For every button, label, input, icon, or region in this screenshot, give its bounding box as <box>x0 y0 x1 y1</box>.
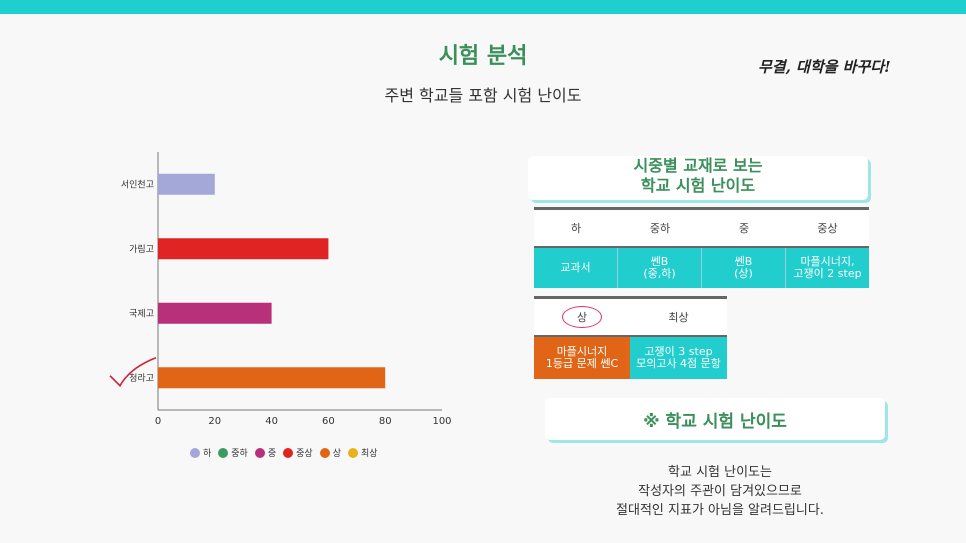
table-1-header-cell: 중상 <box>786 210 869 248</box>
table-1-header-cell: 중 <box>702 210 786 248</box>
legend-label: 중상 <box>296 449 313 459</box>
cell-text: 모의고사 4점 문항 <box>636 357 721 370</box>
table-1-header-cell: 하 <box>534 210 618 248</box>
category-label: 국제고 <box>129 308 154 319</box>
legend-swatch <box>283 447 294 458</box>
cell-text: 고쟁이 2 step <box>793 267 862 280</box>
x-tick-label: 20 <box>208 416 221 427</box>
legend-item: 중 <box>254 446 277 459</box>
cell-text: 교과서 <box>560 261 591 274</box>
category-label: 가림고 <box>129 243 154 255</box>
brand-text: 무결, 대학을 바꾸다! <box>758 58 891 76</box>
difficulty-table-1: 하 중하 중 중상 교과서 쎈B (중,하) 쎈B (상) 마플시너지, 고쟁이… <box>534 207 869 288</box>
legend-item: 상 <box>319 446 341 459</box>
note-text: 학교 시험 난이도는 작성자의 주관이 담겨있으므로 절대적인 지표가 아님을 … <box>570 463 870 520</box>
cell-text: 고쟁이 3 step <box>644 345 713 358</box>
table-2-header-cell: 상 <box>534 299 630 337</box>
legend-item: 최상 <box>347 446 378 459</box>
page-title: 시험 분석 <box>438 44 528 69</box>
cell-text: (상) <box>734 267 753 280</box>
cell-text: (중,하) <box>643 267 676 280</box>
legend-label: 중 <box>267 449 277 459</box>
legend-item: 중상 <box>283 446 313 459</box>
cell-text: 마플시너지, <box>800 255 855 268</box>
cell-text: 쎈B <box>734 255 753 268</box>
table-2-header-row: 상 최상 <box>534 299 727 337</box>
x-tick-label: 0 <box>155 416 161 427</box>
cell-text: 마플시너지 <box>556 345 608 358</box>
bar <box>158 367 386 389</box>
legend-label: 상 <box>332 449 341 459</box>
table-1-header-row: 하 중하 중 중상 <box>534 210 869 248</box>
legend-item: 하 <box>190 446 211 459</box>
category-label: 서인천고 <box>121 179 154 190</box>
cell-text: 쎈B <box>650 255 669 268</box>
x-tick-label: 40 <box>265 416 278 427</box>
x-tick-label: 80 <box>379 416 392 427</box>
category-label: 청라고 <box>129 373 154 384</box>
circled-header-text: 상 <box>561 306 603 328</box>
legend-swatch <box>347 447 358 458</box>
legend-swatch <box>254 447 265 458</box>
page-subtitle: 주변 학교들 포함 시험 난이도 <box>384 86 582 105</box>
cell-text: 1등급 문제 쎈C <box>545 357 619 370</box>
panel-title-line1: 시중별 교재로 보는 <box>633 156 763 175</box>
table-2-cell: 고쟁이 3 step 모의고사 4점 문항 <box>630 337 727 379</box>
top-accent-bar <box>0 0 966 14</box>
table-1-cell: 쎈B (중,하) <box>618 248 702 288</box>
bar <box>158 173 215 195</box>
table-1-header-cell: 중하 <box>618 210 702 248</box>
table-2-data-row: 마플시너지 1등급 문제 쎈C 고쟁이 3 step 모의고사 4점 문항 <box>534 337 727 379</box>
legend-swatch <box>319 447 330 458</box>
brand-logo: 무결, 대학을 바꾸다! <box>758 58 891 76</box>
legend-label: 중하 <box>231 449 248 459</box>
check-mark-icon <box>109 357 157 388</box>
x-tick-label: 60 <box>322 416 335 427</box>
table-2-cell: 마플시너지 1등급 문제 쎈C <box>534 337 630 379</box>
legend-item: 중하 <box>218 446 248 459</box>
note-line: 학교 시험 난이도는 <box>668 465 772 480</box>
difficulty-table-2: 상 최상 마플시너지 1등급 문제 쎈C 고쟁이 3 step 모의고사 4점 … <box>534 296 727 379</box>
table-1-cell: 쎈B (상) <box>702 248 786 288</box>
legend-label: 하 <box>203 449 212 459</box>
table-1-cell: 교과서 <box>534 248 618 288</box>
note-line: 절대적인 지표가 아님을 알려드립니다. <box>616 503 824 518</box>
legend-swatch <box>190 447 200 458</box>
note-title: ※ 학교 시험 난이도 <box>545 398 885 440</box>
table-1-data-row: 교과서 쎈B (중,하) 쎈B (상) 마플시너지, 고쟁이 2 step <box>534 248 869 288</box>
x-tick-label: 100 <box>432 416 451 427</box>
legend-label: 최상 <box>360 449 378 459</box>
chart-legend: 하 중하 중 중상 상 최상 <box>190 446 378 459</box>
bar <box>158 302 272 324</box>
panel-title: 시중별 교재로 보는 학교 시험 난이도 <box>528 156 868 200</box>
bar <box>158 238 329 260</box>
legend-swatch <box>218 447 229 458</box>
table-2-header-cell: 최상 <box>630 299 727 337</box>
panel-title-line2: 학교 시험 난이도 <box>640 176 756 195</box>
table-1-cell: 마플시너지, 고쟁이 2 step <box>786 248 869 288</box>
note-line: 작성자의 주관이 담겨있으므로 <box>638 484 802 499</box>
